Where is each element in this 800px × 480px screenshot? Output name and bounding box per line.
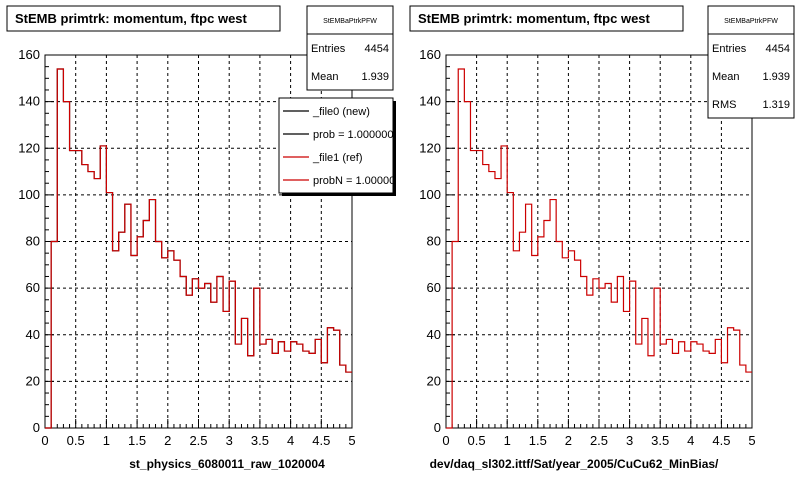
legend-label: _file0 (new): [312, 106, 370, 118]
y-tick-label: 0: [33, 420, 40, 435]
stats-value: 1.939: [361, 71, 389, 83]
x-tick-label: 2.5: [189, 433, 207, 448]
legend-label: _file1 (ref): [312, 152, 363, 164]
y-tick-label: 140: [419, 94, 441, 109]
y-tick-label: 120: [18, 140, 40, 155]
x-tick-label: 3.5: [251, 433, 269, 448]
y-tick-label: 40: [427, 327, 441, 342]
histogram-series-1: [45, 68, 352, 429]
chart-title: StEMB primtrk: momentum, ftpc west: [15, 11, 248, 26]
y-tick-label: 40: [26, 327, 40, 342]
x-axis-label: dev/daq_sl302.ittf/Sat/year_2005/CuCu62_…: [430, 457, 719, 471]
stats-label: Entries: [712, 43, 747, 55]
x-tick-label: 0.5: [468, 433, 486, 448]
chart-right: 0 0.5 1 1.5 2 2.5 3 3.5 4 4.5 5 0 20 40 60 80 100 120 140 1…: [409, 5, 795, 471]
x-tick-label: 2.5: [590, 433, 608, 448]
y-tick-label: 60: [26, 280, 40, 295]
legend: _file0 (new) prob = 1.000000 _file1 (ref) p…: [278, 97, 401, 196]
x-axis-label: st_physics_6080011_raw_1020004: [129, 457, 325, 471]
y-tick-label: 80: [427, 234, 441, 249]
x-tick-label: 0: [41, 433, 48, 448]
y-tick-label: 160: [419, 47, 441, 62]
x-tick-label: 5: [348, 433, 355, 448]
y-tick-label: 100: [18, 187, 40, 202]
stats-name: StEMBaPtrkPFW: [323, 18, 377, 25]
x-tick-label: 0.5: [67, 433, 85, 448]
x-tick-label: 1: [504, 433, 511, 448]
chart-title: StEMB primtrk: momentum, ftpc west: [418, 11, 651, 26]
y-tick-label: 20: [427, 373, 441, 388]
x-tick-label: 2: [565, 433, 572, 448]
x-tick-label: 5: [748, 433, 755, 448]
x-tick-label: 4: [287, 433, 294, 448]
x-tick-label: 4: [687, 433, 694, 448]
title-box: [409, 5, 684, 32]
y-tick-label: 120: [419, 140, 441, 155]
stats-label: RMS: [712, 99, 736, 111]
x-tick-label: 1: [103, 433, 110, 448]
legend-frame: [278, 97, 394, 194]
y-tick-label: 100: [419, 187, 441, 202]
stats-box: StEMBaPtrkPFW Entries 4454 Mean 1.939: [306, 5, 394, 91]
stats-label: Entries: [311, 43, 346, 55]
y-tick-label: 0: [434, 420, 441, 435]
title-box: [6, 5, 281, 32]
x-tick-label: 4.5: [712, 433, 730, 448]
x-tick-label: 3: [626, 433, 633, 448]
x-tick-label: 0: [442, 433, 449, 448]
chart-left: 0 0.5 1 1.5 2 2.5 3 3.5 4 4.5 5 0 20 40 60 80 100 120 140 1…: [6, 5, 401, 471]
y-tick-label: 160: [18, 47, 40, 62]
stats-value: 1.939: [762, 71, 790, 83]
stats-box: StEMBaPtrkPFW Entries 4454 Mean 1.939 RMS 1.31…: [707, 5, 795, 119]
x-tick-label: 2: [164, 433, 171, 448]
x-tick-label: 4.5: [312, 433, 330, 448]
stats-label: Mean: [311, 71, 339, 83]
x-tick-label: 3: [226, 433, 233, 448]
stats-value: 4454: [766, 43, 790, 55]
x-tick-label: 1.5: [128, 433, 146, 448]
stats-value: 1.319: [762, 99, 790, 111]
stats-value: 4454: [365, 43, 389, 55]
stats-frame: [707, 5, 795, 119]
x-tick-label: 1.5: [529, 433, 547, 448]
histogram-series-0: [446, 68, 752, 429]
x-tick-label: 3.5: [651, 433, 669, 448]
y-tick-label: 140: [18, 94, 40, 109]
legend-label: prob = 1.000000: [313, 129, 393, 141]
y-tick-label: 60: [427, 280, 441, 295]
y-tick-label: 80: [26, 234, 40, 249]
legend-label: probN = 1.000000: [313, 175, 401, 187]
stats-name: StEMBaPtrkPFW: [724, 18, 778, 25]
y-tick-label: 20: [26, 373, 40, 388]
stats-frame: [306, 5, 394, 91]
stats-label: Mean: [712, 71, 740, 83]
